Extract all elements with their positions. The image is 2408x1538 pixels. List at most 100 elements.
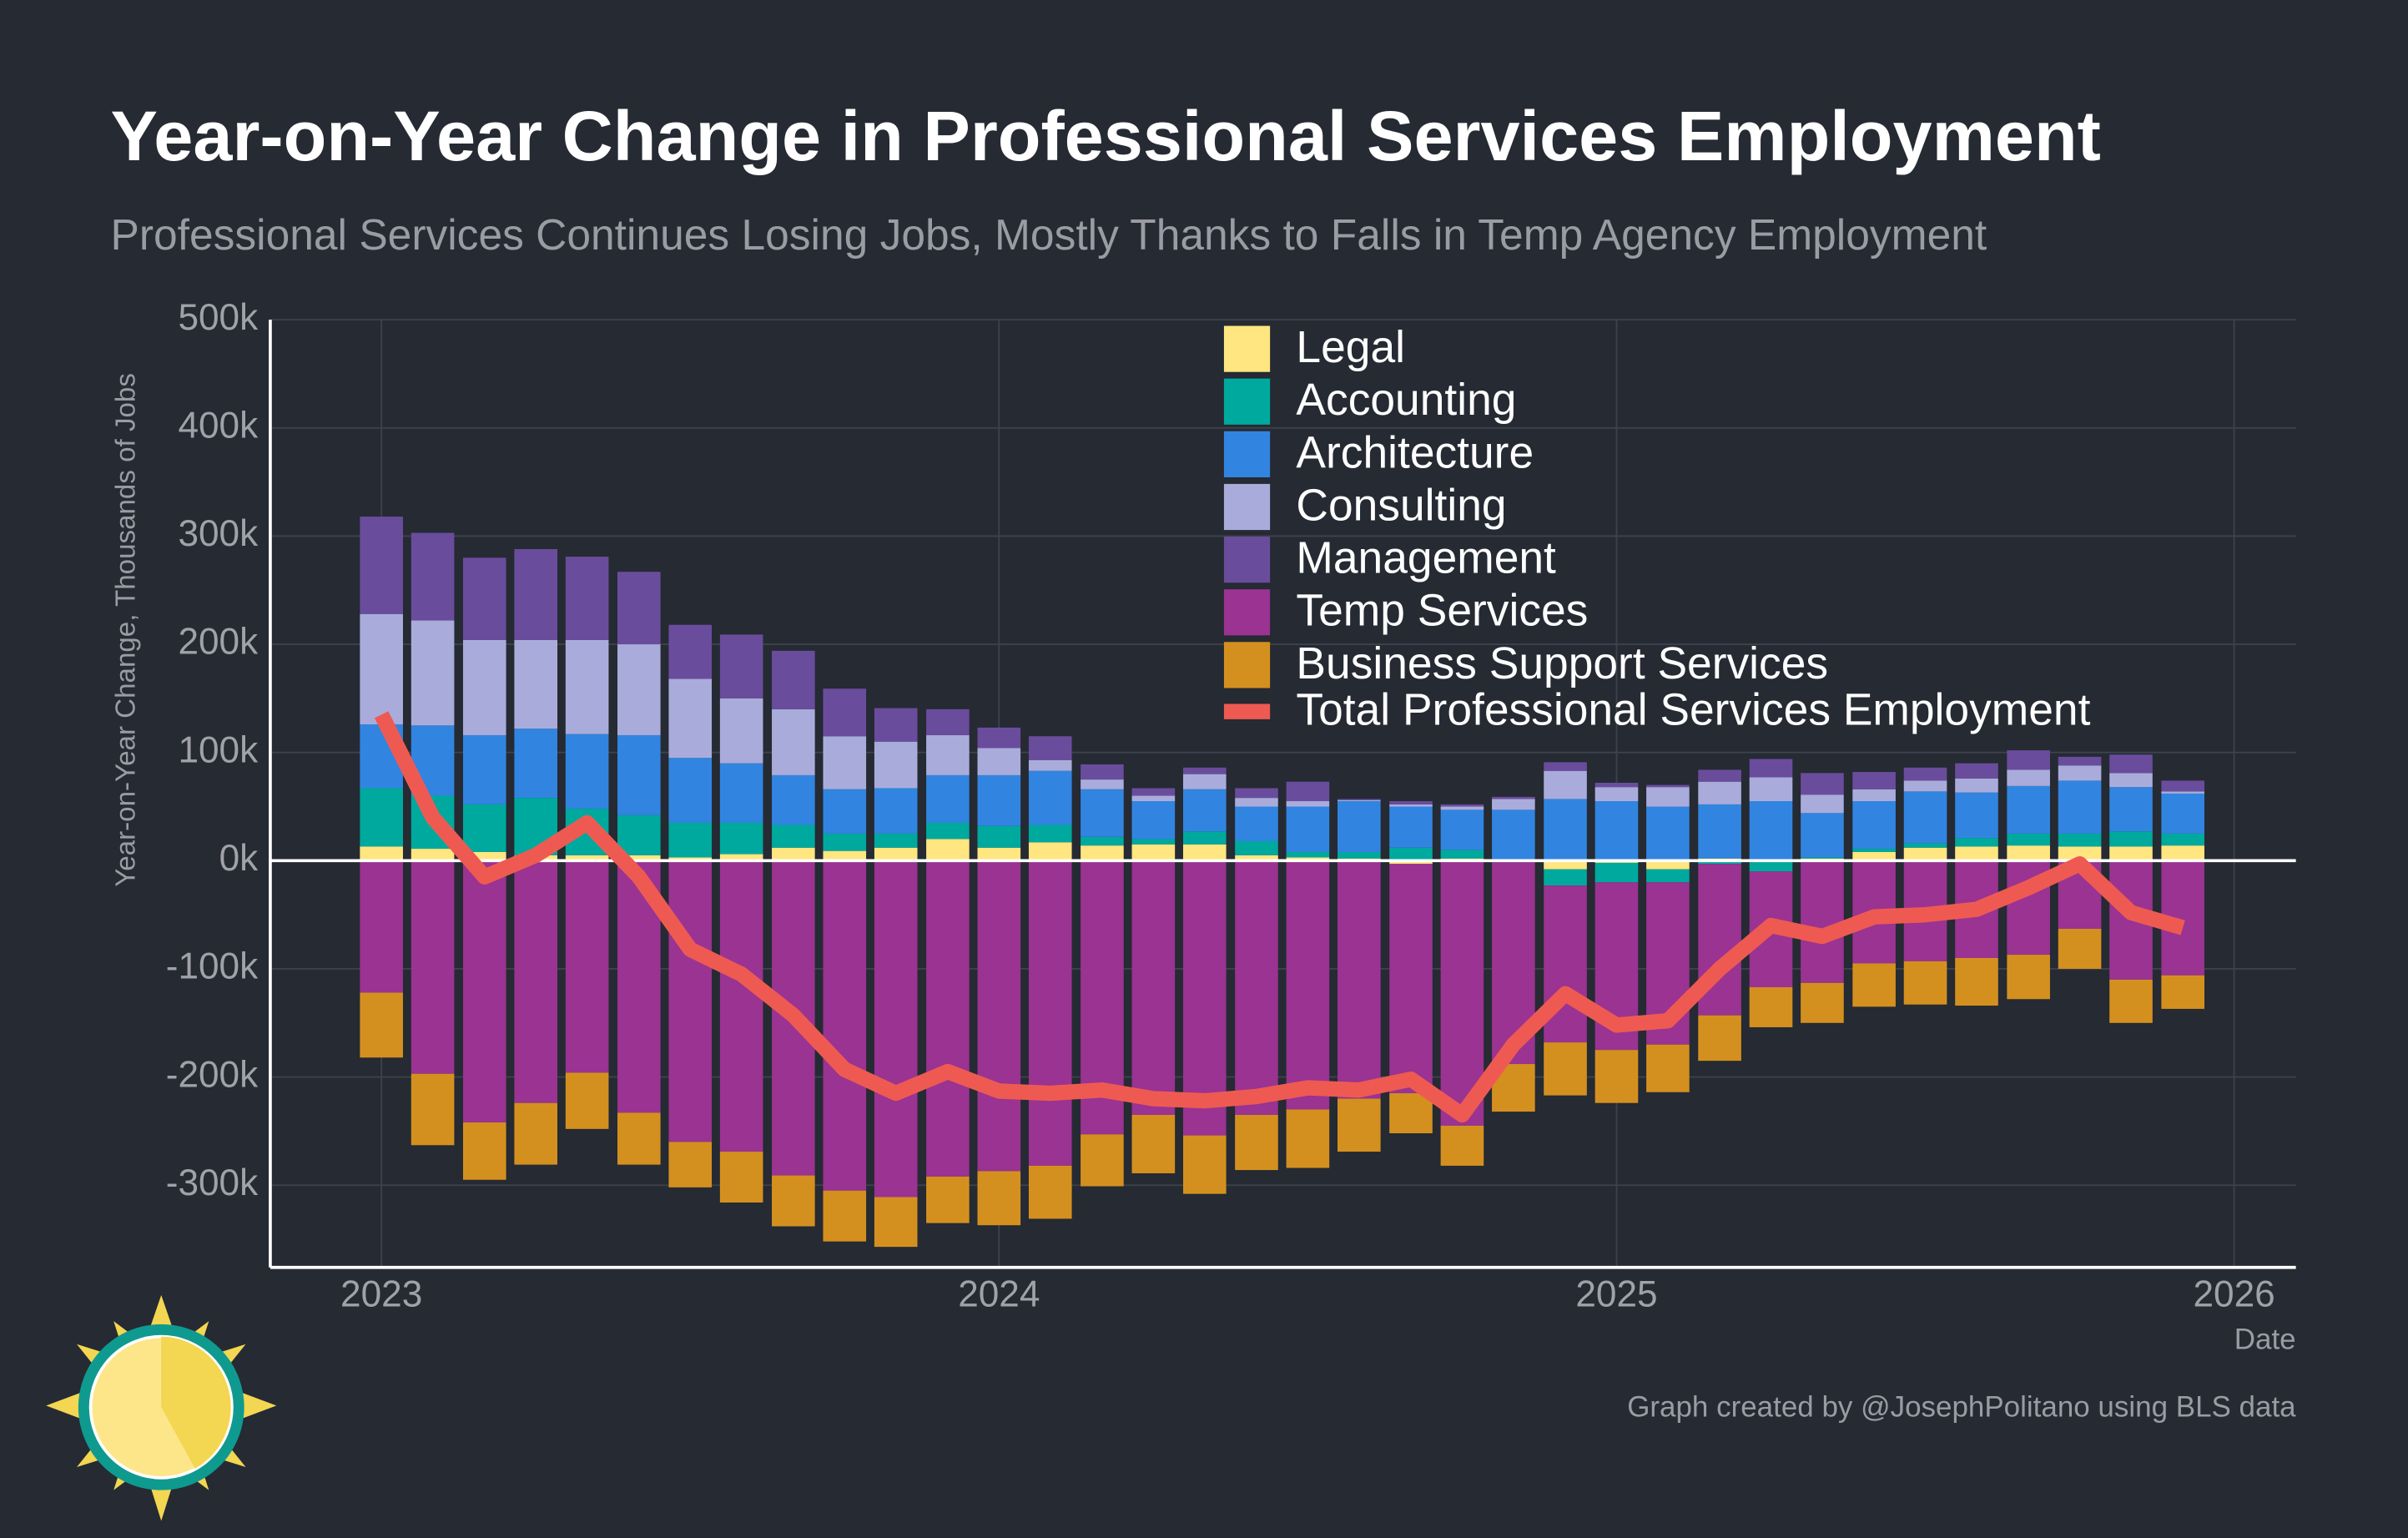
bar-segment <box>823 850 867 861</box>
bar-segment <box>565 734 609 809</box>
bar-segment <box>772 708 815 775</box>
bar-segment <box>2109 831 2153 847</box>
bar-segment <box>462 860 506 1123</box>
y-tick-label: 500k <box>178 297 259 338</box>
bar-segment <box>1698 860 1741 865</box>
bar-segment <box>1081 836 1124 846</box>
bar-segment <box>617 814 661 855</box>
bar-segment <box>719 854 763 861</box>
bar-segment <box>2058 846 2102 861</box>
bar-segment <box>1028 759 1072 771</box>
bar-segment <box>1235 788 1278 799</box>
bar-segment <box>617 1112 661 1165</box>
bar-segment <box>462 851 506 861</box>
bar-segment <box>2058 780 2102 834</box>
bar-segment <box>1389 847 1433 861</box>
bar-segment <box>1852 963 1896 1007</box>
legend-label: Total Professional Services Employment <box>1296 686 2090 735</box>
bar-segment <box>1028 770 1072 825</box>
bar-segment <box>719 860 763 1152</box>
bar-segment <box>668 678 713 759</box>
bar-segment <box>1955 957 1998 1006</box>
bar-segment <box>926 734 970 775</box>
bar-segment <box>874 708 918 742</box>
legend-label: Business Support Services <box>1296 639 1828 688</box>
bar-segment <box>1389 801 1433 804</box>
bar-segment <box>719 634 763 698</box>
y-axis-title: Year-on-Year Change, Thousands of Jobs <box>111 373 142 887</box>
bar-segment <box>926 839 970 861</box>
bar-segment <box>874 1197 918 1248</box>
bar-segment <box>2161 845 2204 861</box>
bar-segment <box>823 833 867 851</box>
bar-segment <box>2007 769 2050 786</box>
bar-segment <box>1749 759 1793 778</box>
bar-segment <box>411 860 455 1074</box>
bar-segment <box>1646 860 1690 870</box>
bar-segment <box>1903 780 1947 792</box>
bar-segment <box>1235 798 1278 807</box>
bar-segment <box>772 1175 815 1227</box>
bar-segment <box>1698 781 1741 804</box>
bar-segment <box>1698 769 1741 782</box>
bar-segment <box>1749 801 1793 860</box>
bar-segment <box>2109 787 2153 832</box>
bar-segment <box>2161 975 2204 1009</box>
bar-segment <box>411 532 455 621</box>
bar-segment <box>823 1190 867 1242</box>
bar-segment <box>514 1102 558 1165</box>
bar-segment <box>360 517 403 614</box>
bar-segment <box>1440 809 1484 850</box>
bar-segment <box>360 788 403 847</box>
bar-segment <box>565 557 609 640</box>
bar-segment <box>565 855 609 861</box>
bar-segment <box>719 698 763 764</box>
bar-segment <box>1028 842 1072 861</box>
bar-segment <box>1389 864 1433 1094</box>
bar-segment <box>1028 824 1072 843</box>
bar-segment <box>926 1176 970 1223</box>
caption: Graph created by @JosephPolitano using B… <box>1627 1390 2296 1423</box>
bar-segment <box>411 1073 455 1146</box>
legend-label: Accounting <box>1296 376 1516 425</box>
bar-segment <box>1389 804 1433 807</box>
bar-segment <box>462 639 506 735</box>
bar-segment <box>1852 801 1896 850</box>
bar-segment <box>926 860 970 1177</box>
bar-segment <box>1286 806 1330 852</box>
bar-segment <box>462 1122 506 1180</box>
bar-segment <box>668 860 713 1142</box>
bar-segment <box>1182 774 1227 789</box>
bar-segment <box>1440 1125 1484 1166</box>
y-tick-label: -100k <box>166 946 259 987</box>
bar-segment <box>1955 838 1998 847</box>
bar-segment <box>719 763 763 823</box>
bar-segment <box>2007 845 2050 861</box>
bar-segment <box>874 788 918 834</box>
bar-segment <box>1955 846 1998 861</box>
bar-segment <box>926 822 970 840</box>
y-tick-label: 300k <box>178 513 259 554</box>
bar-segment <box>2109 979 2153 1023</box>
legend-swatch <box>1223 537 1271 583</box>
bar-segment <box>1081 845 1124 861</box>
bar-segment <box>1698 804 1741 859</box>
bar-segment <box>617 572 661 645</box>
bar-segment <box>1852 849 1896 852</box>
bar-segment <box>1903 961 1947 1005</box>
bar-segment <box>1081 764 1124 780</box>
bar-segment <box>1440 850 1484 859</box>
legend-swatch <box>1223 483 1271 531</box>
y-tick-label: -200k <box>166 1054 259 1095</box>
bar-segment <box>1182 844 1227 861</box>
bar-segment <box>1955 792 1998 839</box>
bar-segment <box>1646 787 1690 807</box>
legend-swatch <box>1223 589 1271 636</box>
legend-swatch <box>1223 703 1271 719</box>
bar-segment <box>977 825 1021 848</box>
bar-segment <box>1337 801 1381 852</box>
bar-segment <box>1492 799 1535 810</box>
bar-segment <box>1594 782 1639 788</box>
bar-segment <box>1646 784 1690 788</box>
